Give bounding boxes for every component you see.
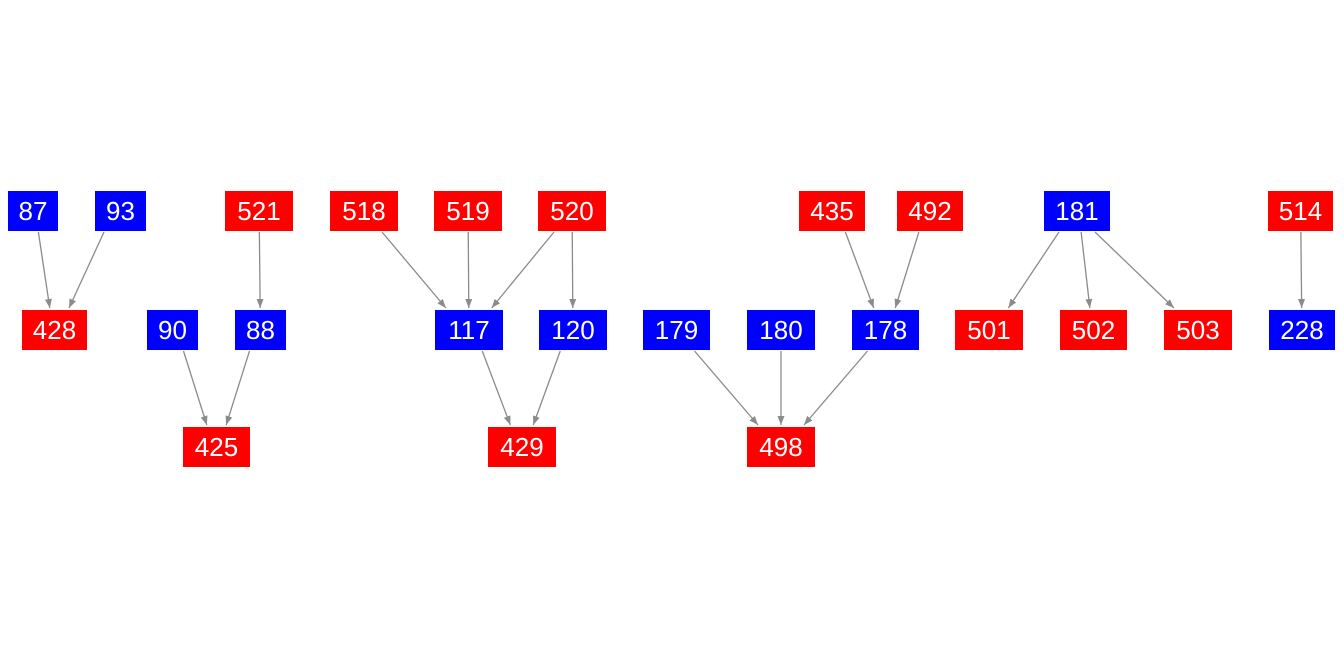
edge-521-to-88 <box>256 231 264 309</box>
graph-node-435: 435 <box>799 191 865 231</box>
edge-117-to-429 <box>481 350 511 426</box>
graph-node-520: 520 <box>538 191 606 231</box>
edge-181-to-503 <box>1094 231 1175 309</box>
graph-node-88: 88 <box>235 310 286 350</box>
edge-520-to-117 <box>491 231 555 309</box>
graph-node-180: 180 <box>747 310 815 350</box>
graph-node-429: 429 <box>488 427 556 467</box>
graph-node-117: 117 <box>435 310 503 350</box>
graph-node-93: 93 <box>95 191 146 231</box>
graph-node-492: 492 <box>897 191 963 231</box>
edge-179-to-498 <box>694 350 759 426</box>
graph-node-514: 514 <box>1268 191 1333 231</box>
edge-181-to-502 <box>1080 231 1093 309</box>
edge-519-to-117 <box>465 231 473 309</box>
graph-node-518: 518 <box>330 191 398 231</box>
edge-181-to-501 <box>1007 231 1060 309</box>
graph-node-179: 179 <box>643 310 710 350</box>
graph-node-181: 181 <box>1044 191 1110 231</box>
graph-node-87: 87 <box>8 191 58 231</box>
edge-90-to-425 <box>182 350 208 426</box>
graph-node-178: 178 <box>852 310 919 350</box>
edge-120-to-429 <box>532 350 561 426</box>
graph-node-120: 120 <box>539 310 607 350</box>
edge-435-to-178 <box>844 231 875 309</box>
edge-93-to-428 <box>68 231 105 309</box>
graph-node-501: 501 <box>955 310 1023 350</box>
graph-node-428: 428 <box>22 310 87 350</box>
edge-514-to-228 <box>1298 231 1306 309</box>
edge-492-to-178 <box>894 231 920 309</box>
edge-518-to-117 <box>381 231 447 309</box>
graph-node-502: 502 <box>1060 310 1127 350</box>
graph-node-90: 90 <box>147 310 198 350</box>
edge-178-to-498 <box>803 350 868 426</box>
graph-node-498: 498 <box>747 427 815 467</box>
graph-node-521: 521 <box>225 191 293 231</box>
edge-88-to-425 <box>225 350 251 426</box>
edge-520-to-120 <box>569 231 577 309</box>
graph-node-503: 503 <box>1164 310 1232 350</box>
edge-87-to-428 <box>37 231 52 309</box>
graph-node-425: 425 <box>183 427 250 467</box>
graph-node-228: 228 <box>1269 310 1335 350</box>
graph-node-519: 519 <box>434 191 502 231</box>
